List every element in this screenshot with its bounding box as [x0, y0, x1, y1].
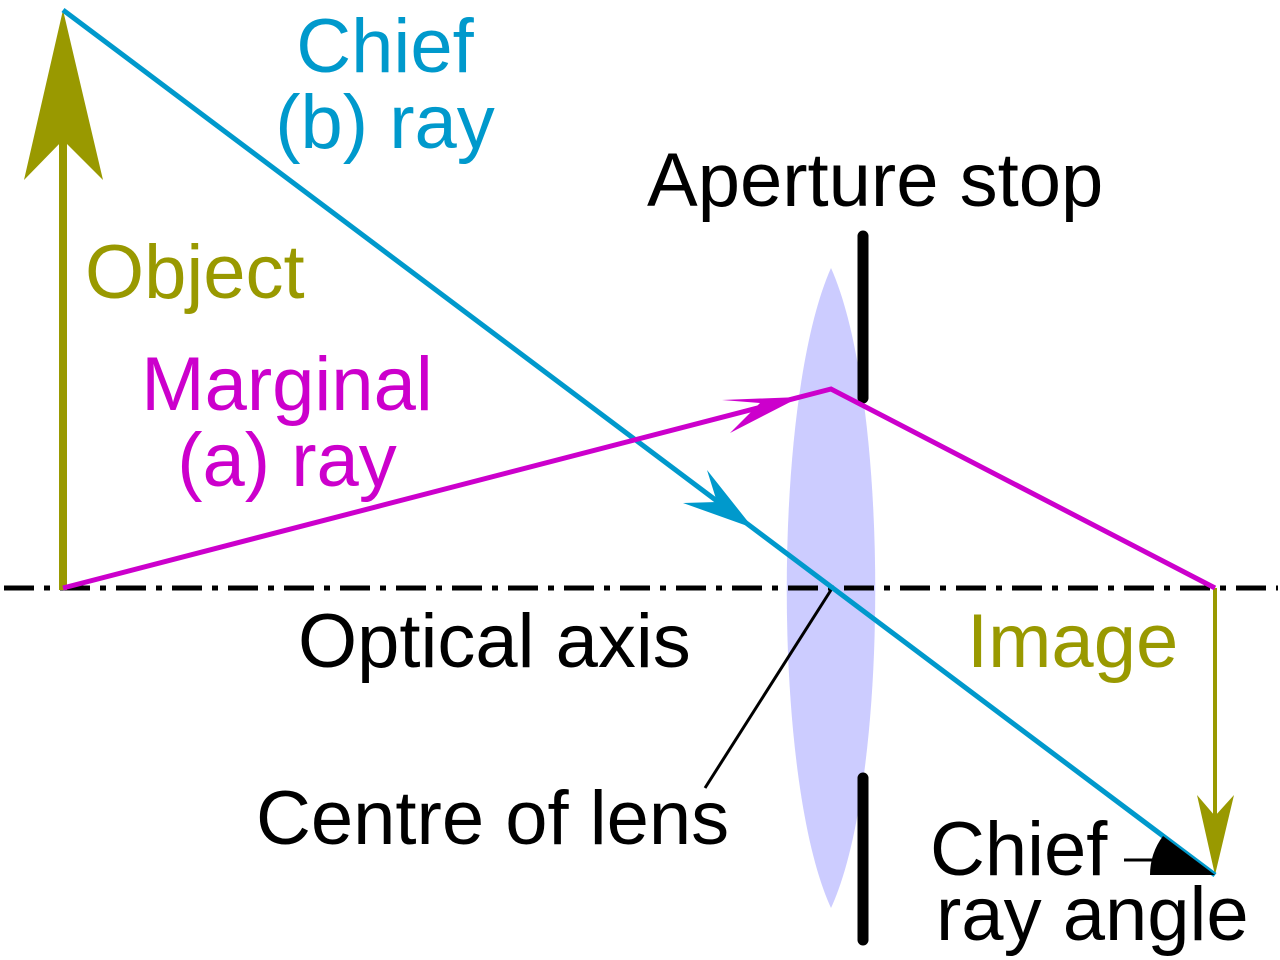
object-label: Object [85, 230, 305, 315]
marginal-ray-arrowhead-icon [722, 397, 800, 433]
marginal-ray-label-line2: (a) ray [177, 418, 397, 503]
image-label: Image [967, 599, 1178, 684]
marginal-ray [62, 386, 1217, 591]
chief-ray-angle-label-line2: ray angle [936, 872, 1249, 957]
chief-ray-angle-wedge [1150, 836, 1215, 875]
image-arrowhead-icon [1197, 795, 1234, 875]
chief-ray-label-line1: Chief [296, 4, 474, 89]
chief-ray-angle-label-line1: Chief [930, 807, 1108, 892]
chief-ray [61, 8, 1217, 877]
optical-axis-label: Optical axis [298, 599, 691, 684]
aperture-stop-label: Aperture stop [647, 138, 1103, 223]
chief-ray-label-line2: (b) ray [275, 80, 495, 165]
centre-of-lens-label: Centre of lens [256, 776, 729, 861]
object-arrowhead-icon [24, 10, 103, 180]
marginal-ray-label-line1: Marginal [141, 342, 432, 427]
centre-of-lens-leader [703, 589, 833, 789]
chief-ray-arrowhead-icon [683, 470, 753, 528]
